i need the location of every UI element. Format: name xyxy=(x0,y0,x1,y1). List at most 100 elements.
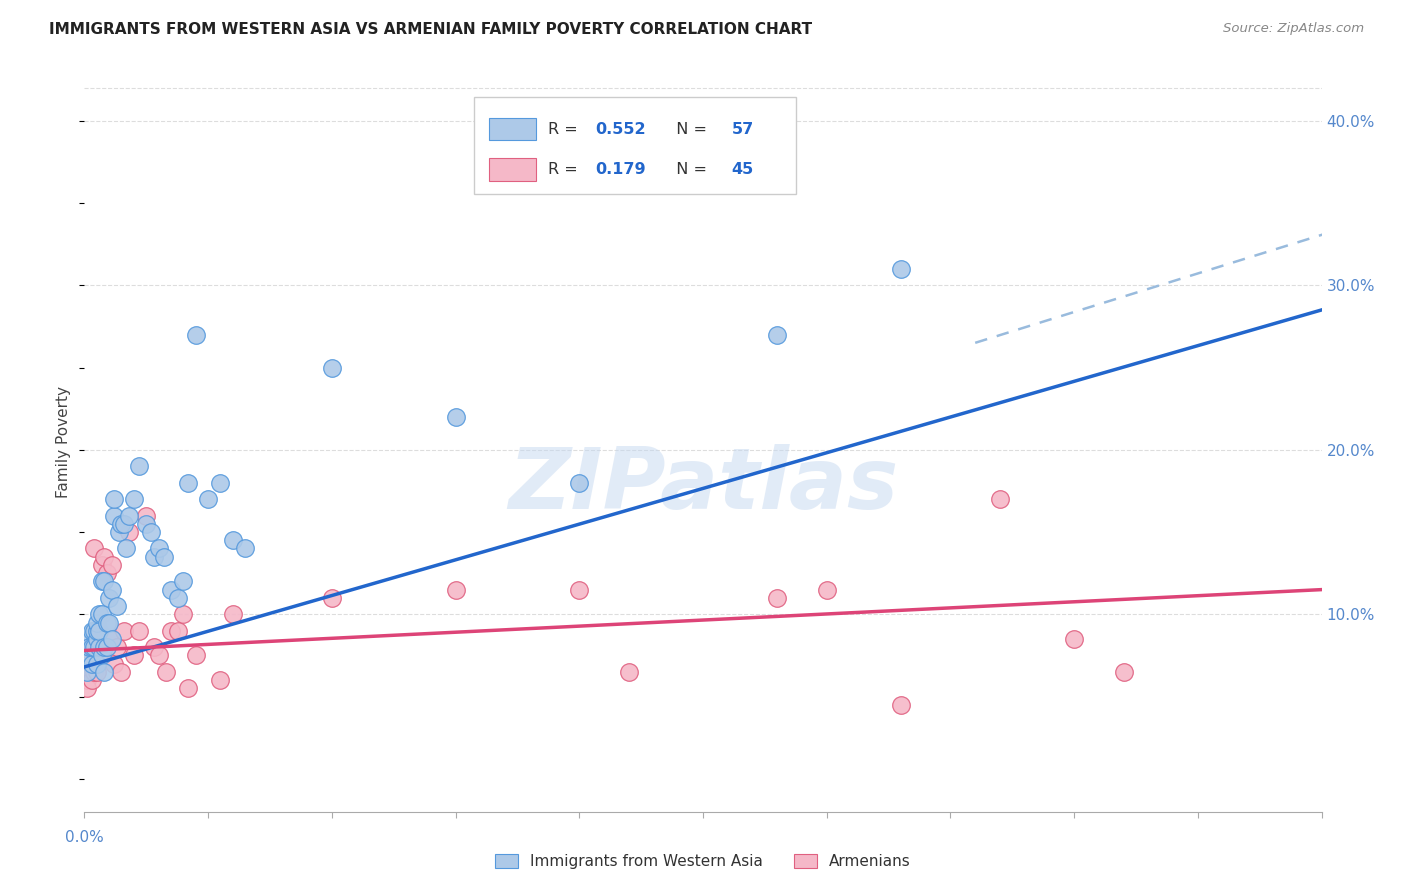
Point xyxy=(160,582,183,597)
Point xyxy=(80,640,103,655)
Text: R =: R = xyxy=(548,121,583,136)
Point xyxy=(110,516,132,531)
Point xyxy=(110,665,132,679)
Y-axis label: Family Poverty: Family Poverty xyxy=(56,385,72,498)
Point xyxy=(83,640,105,655)
Point xyxy=(83,624,105,638)
Point xyxy=(100,582,122,597)
Point xyxy=(86,615,108,630)
Point xyxy=(89,624,111,638)
Point xyxy=(128,459,150,474)
Point xyxy=(766,327,789,342)
Point xyxy=(96,640,118,655)
Point xyxy=(89,648,111,663)
Point xyxy=(89,607,111,622)
Point xyxy=(815,582,838,597)
Point xyxy=(93,665,115,679)
Point xyxy=(105,640,128,655)
Point xyxy=(155,665,177,679)
Point xyxy=(96,615,118,630)
Text: 57: 57 xyxy=(731,121,754,136)
Point xyxy=(103,657,125,671)
Point xyxy=(86,632,108,646)
Point xyxy=(160,624,183,638)
Point xyxy=(135,508,157,523)
Point xyxy=(568,475,591,490)
Point xyxy=(98,632,121,646)
Point xyxy=(142,549,165,564)
Point xyxy=(83,541,105,556)
Text: ZIPatlas: ZIPatlas xyxy=(508,444,898,527)
Point xyxy=(1112,665,1135,679)
Point xyxy=(222,607,245,622)
Text: R =: R = xyxy=(548,162,583,177)
Point xyxy=(80,673,103,687)
Point xyxy=(988,492,1011,507)
Point xyxy=(93,574,115,589)
Point xyxy=(167,591,190,605)
Point xyxy=(141,524,163,539)
Point xyxy=(86,624,108,638)
Point xyxy=(152,549,174,564)
Point xyxy=(100,558,122,572)
Point xyxy=(890,698,912,712)
Point xyxy=(167,624,190,638)
Point xyxy=(209,673,232,687)
Text: 45: 45 xyxy=(731,162,754,177)
Point xyxy=(184,648,207,663)
Point xyxy=(172,607,194,622)
Point xyxy=(103,492,125,507)
Point xyxy=(122,648,145,663)
Point xyxy=(86,640,108,655)
Point xyxy=(90,648,112,663)
Point xyxy=(118,524,141,539)
Point xyxy=(105,599,128,613)
Point xyxy=(321,591,343,605)
Point xyxy=(142,640,165,655)
Point xyxy=(89,640,111,655)
Point xyxy=(86,657,108,671)
Point xyxy=(197,492,219,507)
Point xyxy=(89,624,111,638)
Legend: Immigrants from Western Asia, Armenians: Immigrants from Western Asia, Armenians xyxy=(489,847,917,875)
Point xyxy=(83,665,105,679)
Point xyxy=(177,681,200,696)
Point xyxy=(80,657,103,671)
Point xyxy=(79,640,101,655)
Point xyxy=(233,541,256,556)
Point xyxy=(76,648,98,663)
Point xyxy=(766,591,789,605)
Text: N =: N = xyxy=(666,121,711,136)
Bar xyxy=(489,118,536,140)
Text: 0.552: 0.552 xyxy=(595,121,645,136)
Point xyxy=(209,475,232,490)
Point xyxy=(118,508,141,523)
Point xyxy=(79,632,101,646)
Point xyxy=(96,566,118,581)
Text: 0.179: 0.179 xyxy=(595,162,645,177)
Point xyxy=(100,632,122,646)
Point xyxy=(76,665,98,679)
Point xyxy=(617,665,640,679)
Point xyxy=(79,640,101,655)
Bar xyxy=(489,159,536,180)
Text: IMMIGRANTS FROM WESTERN ASIA VS ARMENIAN FAMILY POVERTY CORRELATION CHART: IMMIGRANTS FROM WESTERN ASIA VS ARMENIAN… xyxy=(49,22,813,37)
Text: Source: ZipAtlas.com: Source: ZipAtlas.com xyxy=(1223,22,1364,36)
Point xyxy=(135,516,157,531)
Point xyxy=(321,360,343,375)
Point xyxy=(444,582,467,597)
Point xyxy=(112,624,135,638)
Text: N =: N = xyxy=(666,162,711,177)
Point xyxy=(1063,632,1085,646)
Point xyxy=(90,607,112,622)
Point xyxy=(93,549,115,564)
Point xyxy=(103,508,125,523)
Point xyxy=(79,657,101,671)
Point xyxy=(108,524,131,539)
Point xyxy=(93,640,115,655)
Point xyxy=(76,681,98,696)
Point xyxy=(80,665,103,679)
Point xyxy=(444,409,467,424)
Point xyxy=(184,327,207,342)
Point xyxy=(115,541,138,556)
